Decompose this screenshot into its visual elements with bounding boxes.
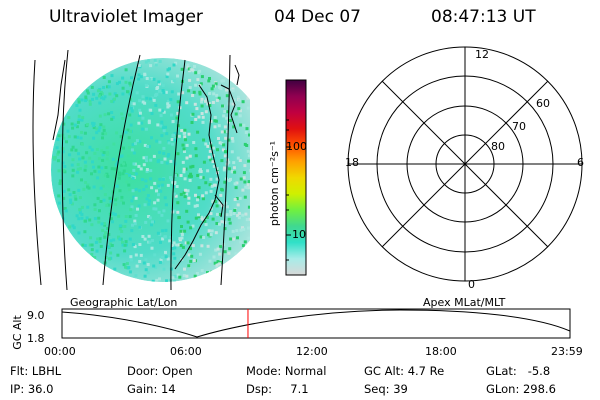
time-tick-0000: 00:00 <box>44 345 76 358</box>
mlat-label-60: 60 <box>536 97 550 110</box>
colorbar-svg <box>285 79 307 276</box>
mlt-label-18: 18 <box>345 156 359 169</box>
mlt-line-diag-2 <box>381 80 549 248</box>
status-dsp: Dsp: 7.1 <box>246 382 309 396</box>
altitude-timeline <box>0 296 600 358</box>
altitude-curve <box>61 309 571 338</box>
colorbar <box>255 70 315 285</box>
timeline-ymax: 9.0 <box>27 309 45 322</box>
time-label: 08:47:13 UT <box>431 7 536 27</box>
coastline <box>52 59 240 270</box>
timeline-svg <box>61 308 571 339</box>
timeline-left-caption: Geographic Lat/Lon <box>70 296 178 309</box>
colorbar-tick-100: 100 <box>286 140 307 153</box>
time-tick-0600: 06:00 <box>170 345 202 358</box>
colorbar-tick-10: 10 <box>292 228 306 241</box>
status-gc-alt: GC Alt: 4.7 Re <box>364 364 445 378</box>
lon-grid <box>32 49 231 290</box>
status-gain: Gain: 14 <box>127 382 176 396</box>
time-tick-1800: 18:00 <box>425 345 457 358</box>
timeline-frame <box>61 308 571 339</box>
time-tick-2359: 23:59 <box>551 345 583 358</box>
status-glon: GLon: 298.6 <box>486 382 556 396</box>
uv-globe-image <box>25 45 250 290</box>
timeline-ymin: 1.8 <box>27 332 45 345</box>
time-tick-1200: 12:00 <box>296 345 328 358</box>
mlt-label-12: 12 <box>475 48 489 61</box>
status-ip: IP: 36.0 <box>10 382 54 396</box>
polar-svg <box>347 46 583 282</box>
date-label: 04 Dec 07 <box>274 7 361 27</box>
colorbar-unit-label: photon cm⁻²s⁻¹ <box>268 140 282 227</box>
mlat-label-70: 70 <box>512 120 526 133</box>
status-door: Door: Open <box>127 364 193 378</box>
status-glat: GLat: -5.8 <box>486 364 551 378</box>
emission-speckle <box>51 58 250 282</box>
status-mode: Mode: Normal <box>246 364 327 378</box>
mlat-label-80: 80 <box>491 140 505 153</box>
polar-mlat-mlt-plot <box>330 40 600 295</box>
colorbar-ticks <box>286 119 291 261</box>
mlt-label-6: 6 <box>577 156 584 169</box>
timeline-right-caption: Apex MLat/MLT <box>423 296 506 309</box>
status-seq: Seq: 39 <box>364 382 408 396</box>
mlt-label-0: 0 <box>468 278 475 291</box>
colorbar-bar <box>285 79 307 276</box>
status-filter: Flt: LBHL <box>10 364 62 378</box>
globe-svg <box>32 49 250 290</box>
instrument-title: Ultraviolet Imager <box>49 7 203 27</box>
